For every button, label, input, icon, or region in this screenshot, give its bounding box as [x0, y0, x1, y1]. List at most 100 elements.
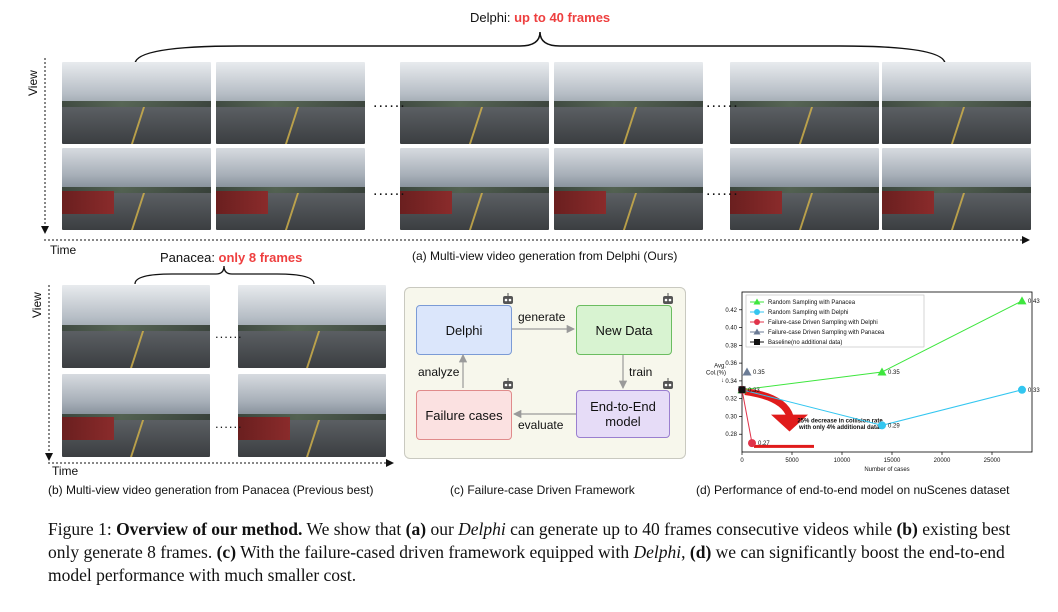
edge-analyze-label: analyze [418, 365, 460, 379]
data-label: 0.35 [888, 370, 900, 376]
legend [745, 294, 925, 348]
annotation-text: 25% decrease in collision rate [797, 419, 883, 425]
panel-a-header: Delphi: up to 40 frames [470, 10, 611, 25]
x-tick-label: 5000 [785, 458, 799, 464]
panel-a-ellipsis-top: ...... [373, 94, 406, 111]
y-axis-label: ↓ [721, 378, 724, 384]
panel-b-time-label: Time [52, 464, 79, 478]
video-frame [554, 148, 703, 230]
node-failure-cases: Failure cases [416, 390, 512, 440]
y-tick-label: 0.32 [725, 397, 737, 403]
annotation-text: with only 4% additional data. [798, 425, 881, 431]
y-tick-label: 0.30 [725, 414, 737, 420]
panel-b-header: Panacea: only 8 frames [160, 250, 303, 265]
panel-b-caption: (b) Multi-view video generation from Pan… [48, 483, 374, 497]
x-axis-label: Number of cases [864, 467, 909, 473]
robot-icon [663, 378, 673, 389]
panel-a-ellipsis-top-2: ...... [706, 94, 739, 111]
panel-a-time-axis [44, 236, 1030, 244]
panel-d-caption: (d) Performance of end-to-end model on n… [696, 483, 1010, 497]
data-point [738, 386, 746, 394]
data-point [1017, 296, 1027, 305]
video-frame [730, 62, 879, 144]
video-frame [730, 148, 879, 230]
video-frame [554, 62, 703, 144]
robot-icon [663, 293, 673, 304]
edge-evaluate-label: evaluate [518, 418, 564, 432]
video-frame [62, 62, 211, 144]
y-tick-label: 0.36 [725, 361, 737, 367]
legend-label: Failure-case Driven Sampling with Panace… [768, 330, 885, 336]
x-tick-label: 20000 [934, 458, 951, 464]
figure-caption: Figure 1: Overview of our method. We sho… [48, 519, 1011, 585]
panel-a-view-label: View [26, 70, 40, 96]
video-frame [400, 62, 549, 144]
plot-frame [741, 291, 1033, 453]
video-frame [238, 285, 386, 368]
data-label: 0.33 [1028, 388, 1040, 394]
series-line [741, 389, 753, 444]
panel-c-edges [458, 324, 628, 419]
data-label: 0.29 [888, 423, 900, 429]
panel-b-view-axis [45, 285, 53, 461]
data-point [1018, 385, 1026, 394]
improvement-arrow [744, 388, 794, 418]
video-frame [216, 62, 365, 144]
data-label: 0.27 [758, 441, 770, 447]
x-tick-label: 25000 [984, 458, 1001, 464]
y-tick-label: 0.42 [725, 308, 737, 314]
edge-train-label: train [629, 365, 653, 379]
panel-a-view-axis [41, 58, 49, 234]
panel-c-caption: (c) Failure-case Driven Framework [450, 483, 635, 497]
x-tick-label: 0 [740, 458, 744, 464]
legend-marker [754, 339, 760, 345]
panel-b-brace [134, 265, 315, 285]
panel-b-time-axis [48, 459, 394, 467]
video-frame [62, 374, 210, 457]
legend-marker [754, 309, 760, 315]
panel-a-caption: (a) Multi-view video generation from Del… [412, 249, 678, 263]
node-end-to-end-model: End-to-End model [576, 390, 670, 438]
legend-label: Random Sampling with Panacea [768, 300, 856, 306]
data-point [748, 439, 756, 448]
edge-generate-label: generate [518, 310, 566, 324]
robot-icon [503, 293, 513, 304]
improvement-bar [754, 444, 814, 448]
robot-icon [503, 378, 513, 389]
y-axis-label: Col.(%) [706, 371, 726, 377]
data-label: 0.43 [1028, 299, 1040, 305]
legend-label: Random Sampling with Delphi [768, 310, 848, 316]
data-point [877, 367, 887, 376]
x-tick-label: 10000 [834, 458, 851, 464]
video-frame [216, 148, 365, 230]
legend-marker [753, 328, 761, 335]
legend-marker [753, 298, 761, 305]
y-tick-label: 0.28 [725, 432, 737, 438]
legend-label: Baseline(no additional data) [768, 340, 842, 346]
data-label: 0.35 [753, 370, 765, 376]
panel-a-ellipsis-bottom-2: ...... [706, 182, 739, 199]
node-delphi: Delphi [416, 305, 512, 355]
panel-b-ellipsis-top: ...... [215, 326, 243, 341]
panel-b-view-label: View [30, 292, 44, 318]
video-frame [62, 285, 210, 368]
legend-label: Failure-case Driven Sampling with Delphi [768, 320, 878, 326]
panel-a-ellipsis-bottom: ...... [373, 182, 406, 199]
y-axis-label: Avg. [714, 364, 726, 370]
data-label: 0.33 [748, 388, 760, 394]
data-point [742, 367, 752, 376]
panel-b-ellipsis-bottom: ...... [215, 416, 243, 431]
performance-chart: 0 5000 10000 15000 20000 25000 0.28 0.30 0.32 0.3… [706, 291, 1040, 473]
panel-a-brace [134, 31, 946, 65]
legend-marker [754, 319, 760, 325]
y-tick-label: 0.34 [725, 379, 737, 385]
improvement-arrowhead [771, 414, 808, 432]
y-tick-label: 0.38 [725, 343, 737, 349]
video-frame [238, 374, 386, 457]
panel-a-time-label: Time [50, 243, 77, 257]
video-frame [400, 148, 549, 230]
y-tick-label: 0.40 [725, 326, 737, 332]
x-tick-label: 15000 [884, 458, 901, 464]
data-point [878, 421, 886, 430]
video-frame [62, 148, 211, 230]
